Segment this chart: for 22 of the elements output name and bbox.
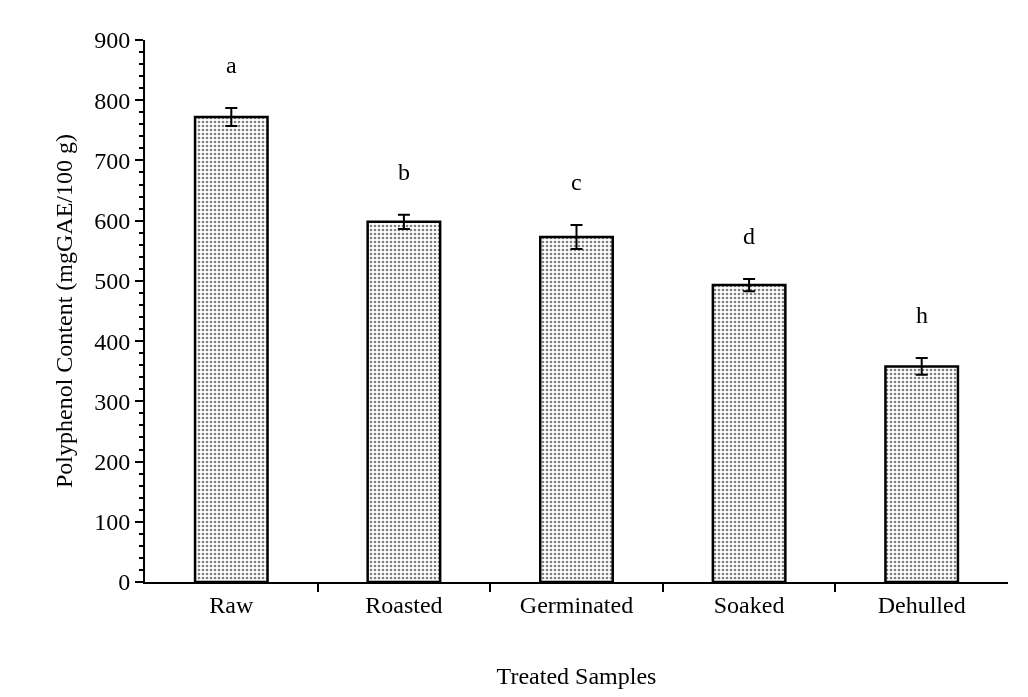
x-tick-label: Soaked [713, 591, 785, 618]
x-tick-label: Raw [209, 591, 254, 618]
x-axis-title: Treated Samples [496, 662, 657, 689]
annotation: c [571, 169, 582, 195]
y-tick-label: 400 [94, 328, 131, 355]
annotation: h [916, 302, 928, 328]
y-tick-label: 500 [94, 268, 131, 295]
y-axis-title: Polyphenol Content (mgGAE/100 g) [50, 134, 77, 488]
y-tick-label: 300 [94, 388, 131, 415]
annotation: a [226, 52, 237, 78]
y-tick-label: 100 [94, 509, 131, 536]
y-tick-label: 200 [94, 448, 131, 475]
annotation: d [743, 223, 755, 249]
annotation: b [398, 159, 410, 185]
x-tick-label: Dehulled [877, 591, 966, 618]
y-tick-label: 900 [94, 27, 131, 54]
y-tick-label: 700 [94, 147, 131, 174]
x-tick-label: Roasted [365, 591, 443, 618]
y-tick-label: 800 [94, 87, 131, 114]
y-tick-label: 600 [94, 208, 131, 235]
x-tick-label: Germinated [519, 591, 634, 618]
y-tick-label: 0 [118, 569, 131, 596]
